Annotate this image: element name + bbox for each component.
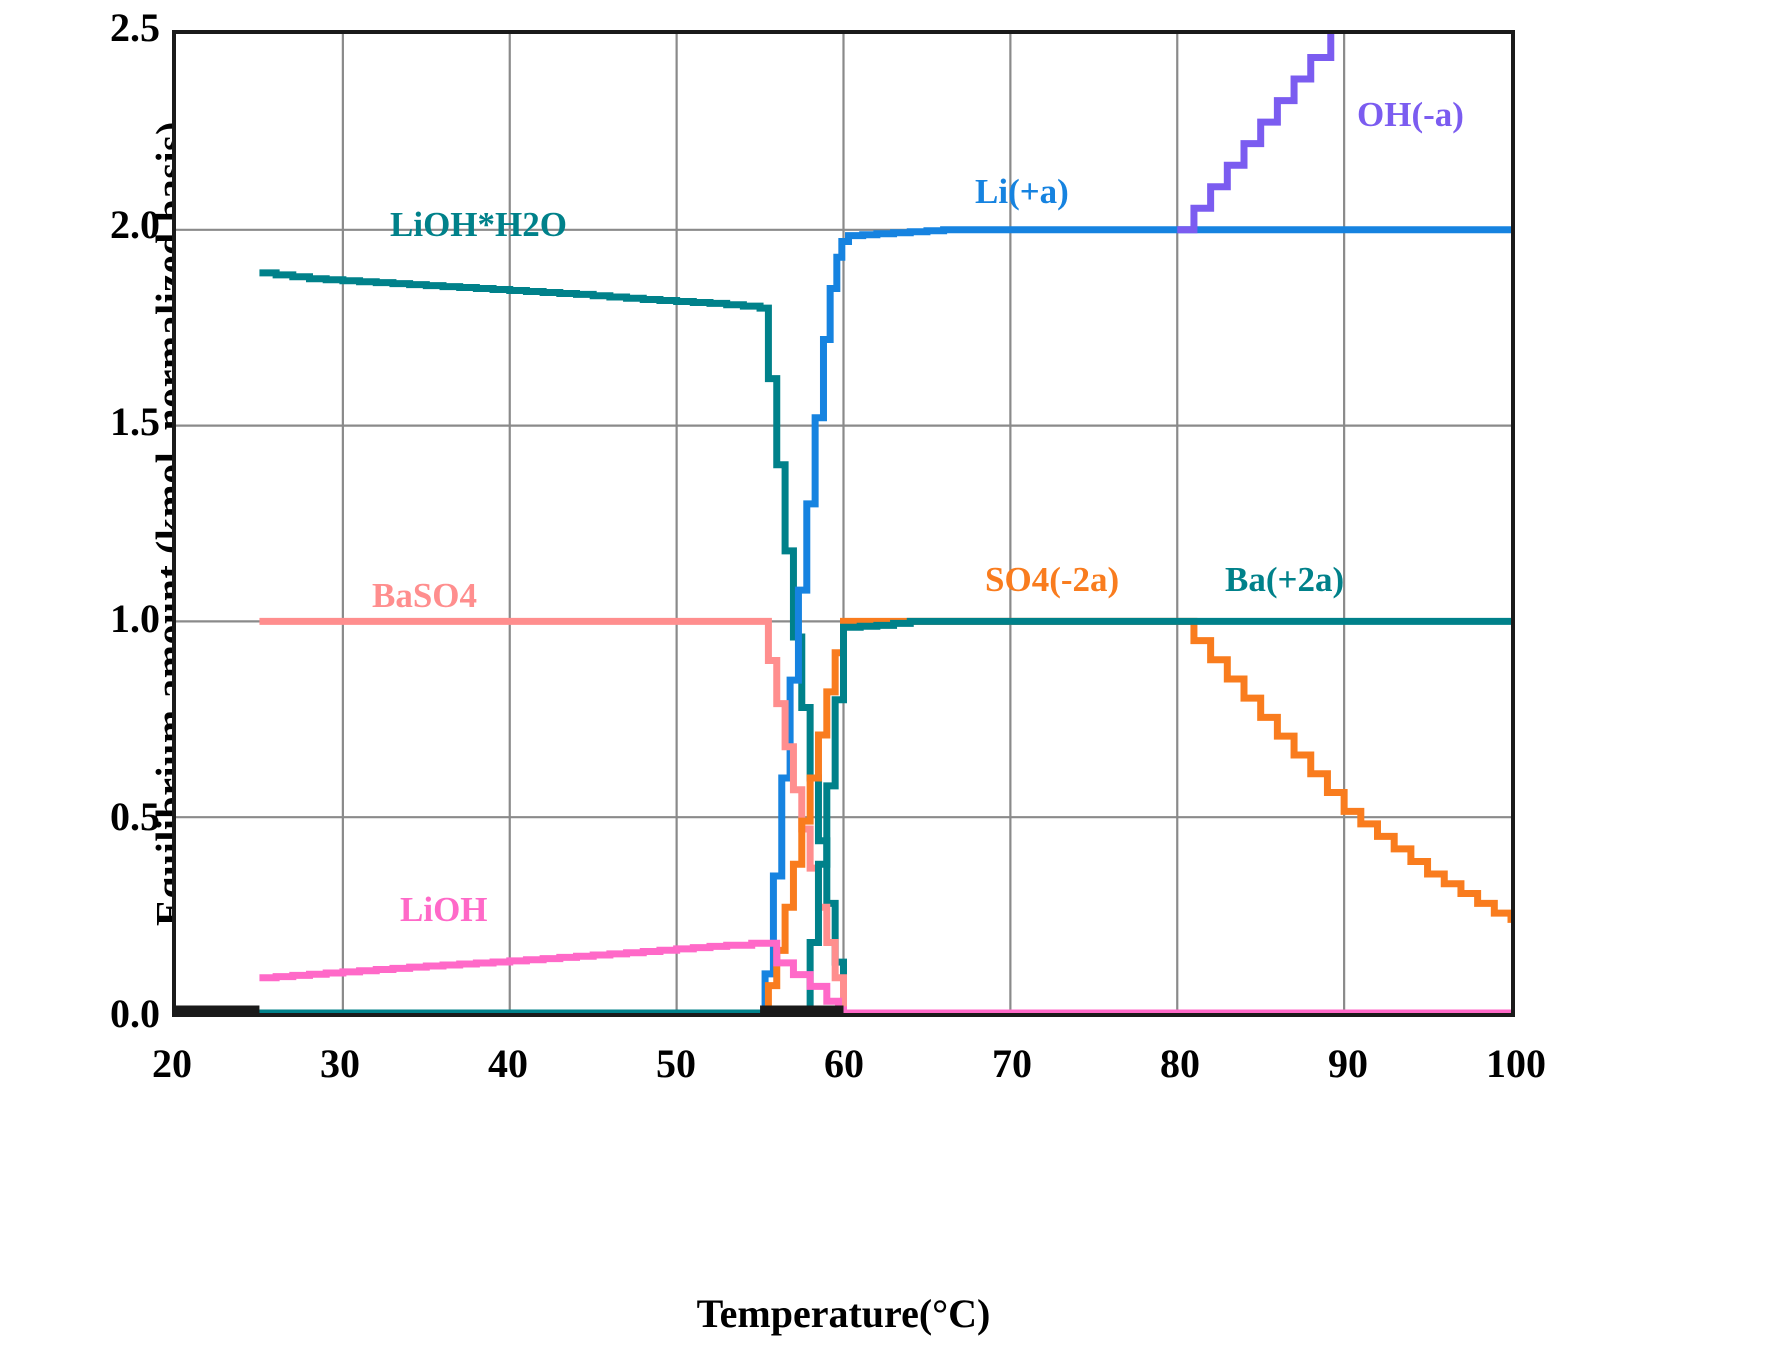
series-line-lioh	[259, 939, 1511, 1013]
x-tick-label-40: 40	[488, 1041, 528, 1086]
x-tick-label-30: 30	[320, 1041, 360, 1086]
series-label-oh-minus-a: OH(-a)	[1357, 95, 1464, 134]
plot-area	[172, 30, 1515, 1017]
x-tick-label-100: 100	[1486, 1041, 1546, 1086]
x-tick-label-50: 50	[656, 1041, 696, 1086]
series-label-lioh-h2o: LiOH*H2O	[390, 205, 567, 244]
series-line-lioh-h2o	[259, 269, 1511, 1013]
x-tick-label-70: 70	[992, 1041, 1032, 1086]
plot-canvas	[176, 34, 1511, 1013]
y-tick-label-2.0: 2.0	[110, 202, 160, 247]
y-tick-label-2.5: 2.5	[110, 5, 160, 50]
x-tick-label-90: 90	[1328, 1041, 1368, 1086]
y-tick-label-1.5: 1.5	[110, 399, 160, 444]
series-line-oh-a	[1177, 34, 1335, 234]
series-label-lioh: LiOH	[400, 890, 488, 929]
series-svg	[176, 34, 1511, 1013]
y-tick-label-1.0: 1.0	[110, 596, 160, 641]
series-line-li-a	[176, 226, 1511, 1013]
y-tick-label-0.5: 0.5	[110, 794, 160, 839]
x-tick-label-80: 80	[1160, 1041, 1200, 1086]
x-axis-title: Temperature(°C)	[696, 1291, 991, 1336]
series-label-baso4: BaSO4	[372, 576, 478, 615]
x-tick-label-60: 60	[824, 1041, 864, 1086]
series-label-so4-minus-2a: SO4(-2a)	[985, 560, 1120, 599]
series-label-ba-plus-2a: Ba(+2a)	[1225, 560, 1345, 599]
series-line-baso4	[259, 617, 1511, 1013]
x-tick-label-20: 20	[152, 1041, 192, 1086]
y-tick-label-0.0: 0.0	[110, 991, 160, 1036]
series-label-li-plus-a: Li(+a)	[975, 172, 1069, 211]
series-line-ba-2a	[176, 617, 1511, 1013]
